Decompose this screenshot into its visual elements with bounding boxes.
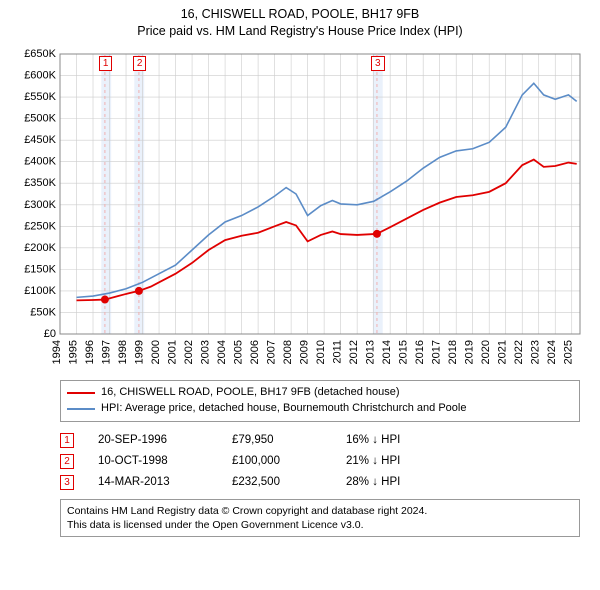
svg-text:2016: 2016 <box>414 340 426 364</box>
attribution: Contains HM Land Registry data © Crown c… <box>60 499 580 537</box>
sale-marker-2: 2 <box>133 56 147 71</box>
footer-line-1: Contains HM Land Registry data © Crown c… <box>67 504 573 518</box>
svg-text:2019: 2019 <box>464 340 476 364</box>
legend-label-hpi: HPI: Average price, detached house, Bour… <box>101 401 466 417</box>
sale-row-3: 3 14-MAR-2013 £232,500 28% ↓ HPI <box>60 472 580 493</box>
svg-text:2024: 2024 <box>546 340 558 364</box>
title-line-2: Price paid vs. HM Land Registry's House … <box>10 23 590 40</box>
title-line-1: 16, CHISWELL ROAD, POOLE, BH17 9FB <box>10 6 590 23</box>
sale-price-3: £232,500 <box>232 476 322 488</box>
sale-price-1: £79,950 <box>232 434 322 446</box>
svg-text:2020: 2020 <box>480 340 492 364</box>
sale-date-1: 20-SEP-1996 <box>98 434 208 446</box>
svg-text:2001: 2001 <box>167 340 179 364</box>
svg-text:£350K: £350K <box>24 177 56 189</box>
svg-text:2014: 2014 <box>381 340 393 364</box>
svg-text:2000: 2000 <box>150 340 162 364</box>
sale-dot-2 <box>135 287 143 295</box>
svg-text:2018: 2018 <box>447 340 459 364</box>
price-chart: £0 £50K £100K £150K £200K £250K £300K £350K £400… <box>10 44 590 374</box>
sale-delta-3: 28% ↓ HPI <box>346 476 456 488</box>
legend-item-property: 16, CHISWELL ROAD, POOLE, BH17 9FB (deta… <box>67 385 573 401</box>
svg-text:2002: 2002 <box>183 340 195 364</box>
chart-title: 16, CHISWELL ROAD, POOLE, BH17 9FB Price… <box>10 6 590 40</box>
svg-text:£150K: £150K <box>24 263 56 275</box>
svg-text:2005: 2005 <box>233 340 245 364</box>
svg-text:2015: 2015 <box>398 340 410 364</box>
sales-table: 1 20-SEP-1996 £79,950 16% ↓ HPI 2 10-OCT-1998… <box>60 430 580 493</box>
svg-text:2006: 2006 <box>249 340 261 364</box>
svg-text:£550K: £550K <box>24 91 56 103</box>
svg-text:2025: 2025 <box>563 340 575 364</box>
sale-date-2: 10-OCT-1998 <box>98 455 208 467</box>
sale-marker-1: 1 <box>99 56 113 71</box>
sale-delta-1: 16% ↓ HPI <box>346 434 456 446</box>
sale-price-2: £100,000 <box>232 455 322 467</box>
svg-text:2021: 2021 <box>497 340 509 364</box>
svg-text:2012: 2012 <box>348 340 360 364</box>
svg-text:£650K: £650K <box>24 48 56 60</box>
svg-text:2009: 2009 <box>299 340 311 364</box>
svg-text:£100K: £100K <box>24 285 56 297</box>
sale-marker-badge-3: 3 <box>60 475 74 490</box>
svg-text:1999: 1999 <box>134 340 146 364</box>
svg-text:2004: 2004 <box>216 340 228 364</box>
svg-text:2022: 2022 <box>513 340 525 364</box>
svg-text:£200K: £200K <box>24 242 56 254</box>
svg-text:£50K: £50K <box>30 306 56 318</box>
legend-swatch-hpi <box>67 408 95 410</box>
svg-text:2008: 2008 <box>282 340 294 364</box>
svg-text:£500K: £500K <box>24 112 56 124</box>
sale-row-1: 1 20-SEP-1996 £79,950 16% ↓ HPI <box>60 430 580 451</box>
svg-text:£300K: £300K <box>24 199 56 211</box>
legend-item-hpi: HPI: Average price, detached house, Bour… <box>67 401 573 417</box>
sale-dot-1 <box>101 295 109 303</box>
sale-dot-3 <box>373 230 381 238</box>
svg-text:£0: £0 <box>44 328 56 340</box>
svg-text:2017: 2017 <box>431 340 443 364</box>
svg-text:1994: 1994 <box>51 340 63 364</box>
legend-label-property: 16, CHISWELL ROAD, POOLE, BH17 9FB (deta… <box>101 385 400 401</box>
svg-text:2007: 2007 <box>266 340 278 364</box>
footer-line-2: This data is licensed under the Open Gov… <box>67 518 573 532</box>
sale-delta-2: 21% ↓ HPI <box>346 455 456 467</box>
svg-text:1995: 1995 <box>68 340 80 364</box>
sale-marker-badge-1: 1 <box>60 433 74 448</box>
svg-text:£400K: £400K <box>24 155 56 167</box>
svg-text:£450K: £450K <box>24 134 56 146</box>
svg-text:2010: 2010 <box>315 340 327 364</box>
svg-text:1997: 1997 <box>101 340 113 364</box>
svg-text:2003: 2003 <box>200 340 212 364</box>
sale-date-3: 14-MAR-2013 <box>98 476 208 488</box>
svg-text:2023: 2023 <box>530 340 542 364</box>
svg-text:£250K: £250K <box>24 220 56 232</box>
sale-marker-3: 3 <box>371 56 385 71</box>
svg-text:2011: 2011 <box>332 340 344 364</box>
sale-marker-badge-2: 2 <box>60 454 74 469</box>
legend: 16, CHISWELL ROAD, POOLE, BH17 9FB (deta… <box>60 380 580 422</box>
svg-text:£600K: £600K <box>24 69 56 81</box>
svg-text:1996: 1996 <box>84 340 96 364</box>
svg-text:1998: 1998 <box>117 340 129 364</box>
svg-text:2013: 2013 <box>365 340 377 364</box>
legend-swatch-property <box>67 392 95 394</box>
sale-row-2: 2 10-OCT-1998 £100,000 21% ↓ HPI <box>60 451 580 472</box>
chart-area: £0 £50K £100K £150K £200K £250K £300K £350K £400… <box>10 44 590 374</box>
